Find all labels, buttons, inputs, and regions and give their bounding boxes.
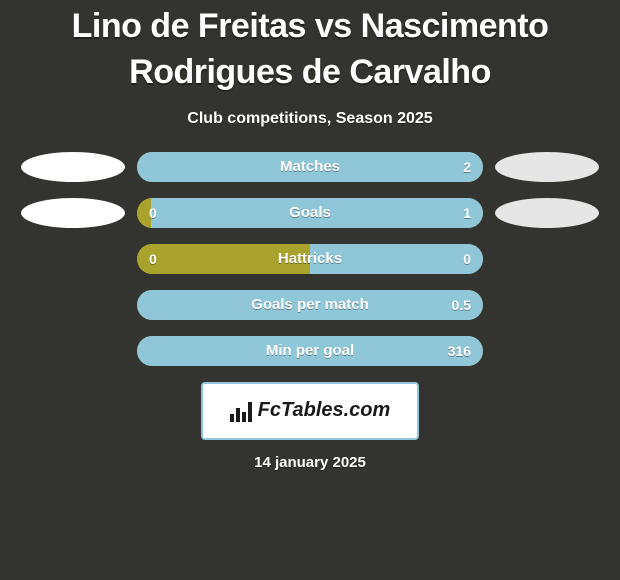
stat-bar: 01Goals [137, 198, 483, 228]
stat-row: 2Matches [0, 152, 620, 182]
bar-fill-right [151, 198, 483, 228]
bar-fill-right [137, 336, 483, 366]
player2-marker [495, 152, 599, 182]
logo-badge: FcTables.com [201, 382, 419, 440]
stats-container: 2Matches 01Goals 00Hattricks 0.5Goals per m… [0, 152, 620, 366]
spacer [21, 244, 125, 274]
bar-fill-left [137, 244, 310, 274]
player1-marker [21, 198, 125, 228]
spacer [21, 290, 125, 320]
spacer [495, 336, 599, 366]
date-label: 14 january 2025 [0, 454, 620, 471]
bar-fill-left [137, 198, 151, 228]
spacer [21, 336, 125, 366]
bar-fill-right [137, 152, 483, 182]
bars-icon [230, 400, 252, 422]
logo-text: FcTables.com [258, 399, 391, 422]
stat-bar: 0.5Goals per match [137, 290, 483, 320]
stat-row: 01Goals [0, 198, 620, 228]
bar-fill-right [137, 290, 483, 320]
stat-bar: 2Matches [137, 152, 483, 182]
bar-fill-right [310, 244, 483, 274]
stat-bar: 00Hattricks [137, 244, 483, 274]
page-title: Lino de Freitas vs Nascimento Rodrigues … [0, 0, 620, 96]
stat-row: 316Min per goal [0, 336, 620, 366]
stat-row: 00Hattricks [0, 244, 620, 274]
spacer [495, 290, 599, 320]
stat-row: 0.5Goals per match [0, 290, 620, 320]
spacer [495, 244, 599, 274]
subtitle: Club competitions, Season 2025 [0, 110, 620, 128]
stat-bar: 316Min per goal [137, 336, 483, 366]
player2-marker [495, 198, 599, 228]
player1-marker [21, 152, 125, 182]
